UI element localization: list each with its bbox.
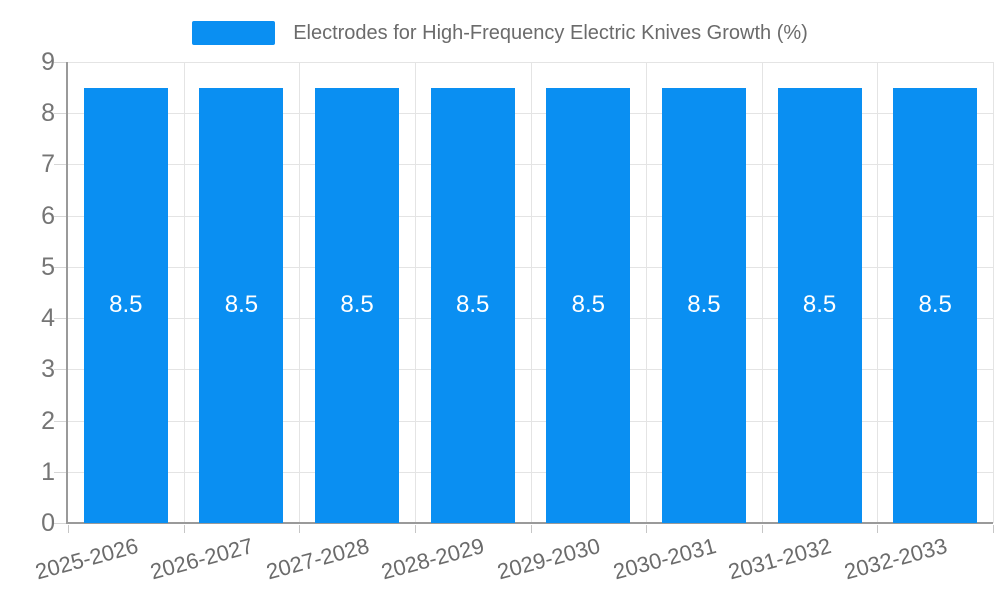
chart-title: Electrodes for High-Frequency Electric K… xyxy=(293,22,808,44)
y-axis-tick xyxy=(54,523,68,524)
bar[interactable] xyxy=(199,87,284,523)
y-axis-label: 3 xyxy=(41,355,55,384)
bar[interactable] xyxy=(777,87,862,523)
legend[interactable]: Electrodes for High-Frequency Electric K… xyxy=(0,17,1000,49)
v-gridline xyxy=(761,62,763,523)
y-axis-label: 7 xyxy=(41,150,55,179)
bar[interactable] xyxy=(661,87,746,523)
x-axis-label: 2027-2028 xyxy=(263,533,372,585)
y-axis-tick xyxy=(54,62,68,63)
y-axis-line xyxy=(66,62,68,523)
y-axis-label: 8 xyxy=(41,99,55,128)
v-gridline xyxy=(877,62,879,523)
y-axis-tick xyxy=(54,420,68,422)
y-axis-tick xyxy=(54,215,68,217)
v-gridline xyxy=(183,62,185,523)
y-axis-tick xyxy=(54,318,68,320)
x-axis-tick xyxy=(993,525,994,533)
bar-value-label: 8.5 xyxy=(109,291,143,319)
x-axis-tick xyxy=(299,525,301,533)
bar-value-label: 8.5 xyxy=(340,291,374,319)
x-axis-label: 2028-2029 xyxy=(379,533,488,585)
y-axis-tick xyxy=(54,266,68,268)
y-axis-tick xyxy=(54,471,68,473)
y-axis-label: 6 xyxy=(41,201,55,230)
bar[interactable] xyxy=(83,87,168,523)
x-axis-tick xyxy=(68,525,69,533)
bar[interactable] xyxy=(893,87,978,523)
x-axis-line xyxy=(66,522,993,524)
y-axis-label: 4 xyxy=(41,304,55,333)
x-axis-label: 2026-2027 xyxy=(147,533,256,585)
bar-value-label: 8.5 xyxy=(687,291,721,319)
v-gridline xyxy=(414,62,416,523)
x-axis-label: 2025-2026 xyxy=(32,533,141,585)
x-axis-label: 2032-2033 xyxy=(841,533,950,585)
v-gridline xyxy=(299,62,301,523)
v-gridline xyxy=(993,62,994,523)
y-axis-label: 9 xyxy=(41,48,55,76)
y-axis-label: 1 xyxy=(41,457,55,486)
x-axis-tick xyxy=(761,525,763,533)
y-axis-tick xyxy=(54,113,68,115)
y-axis-label: 2 xyxy=(41,406,55,435)
bar-value-label: 8.5 xyxy=(918,291,952,319)
bar-value-label: 8.5 xyxy=(571,291,605,319)
bar-value-label: 8.5 xyxy=(456,291,490,319)
x-axis-tick xyxy=(530,525,532,533)
y-axis-label: 0 xyxy=(41,509,55,537)
y-axis-tick xyxy=(54,369,68,371)
x-axis-tick xyxy=(414,525,416,533)
bar-value-label: 8.5 xyxy=(802,291,837,319)
v-gridline xyxy=(646,62,648,523)
y-axis-tick xyxy=(54,164,68,166)
x-axis-tick xyxy=(183,525,185,533)
bar[interactable] xyxy=(546,87,631,523)
bar[interactable] xyxy=(430,87,515,523)
x-axis-label: 2029-2030 xyxy=(494,533,603,585)
x-axis-tick xyxy=(646,525,648,533)
x-axis-tick xyxy=(877,525,879,533)
x-axis-label: 2030-2031 xyxy=(610,533,719,585)
y-axis-label: 5 xyxy=(41,252,55,281)
x-axis-label: 2031-2032 xyxy=(725,533,835,585)
v-gridline xyxy=(530,62,532,523)
legend-swatch xyxy=(192,21,276,45)
bar[interactable] xyxy=(315,87,400,523)
bar-value-label: 8.5 xyxy=(224,291,259,319)
